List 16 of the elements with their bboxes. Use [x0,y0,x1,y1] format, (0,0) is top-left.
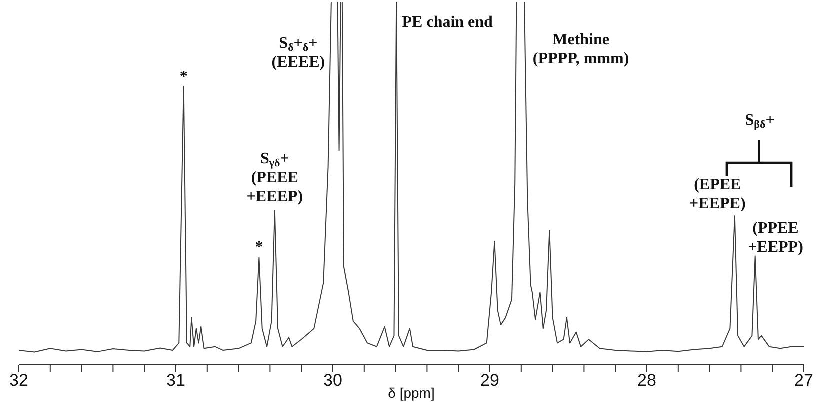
annotation: (EPEE +EEPE) [690,176,746,213]
annotation: * [180,68,188,86]
x-axis-title: δ [ppm] [388,385,435,401]
x-tick-label: 29 [480,371,500,390]
annotation: * [255,239,264,256]
x-tick-label: 32 [10,371,28,390]
x-tick-label: 28 [638,371,656,390]
annotation: S$_{βδ}$+ [745,112,775,132]
annotation: S$_{δ}$+$_{δ}$+ (EEEE) [272,34,326,71]
x-tick-label: 27 [794,371,814,390]
annotation: Methine (PPPP, mmm) [532,31,630,68]
x-tick-label: 30 [324,371,342,390]
annotation: S$_{γδ}$+ (PEEE +EEEP) [246,150,304,206]
x-tick-label: 31 [166,371,186,390]
annotation: PE chain end [402,14,494,32]
annotation: (PPEE +EEPP) [748,220,804,256]
